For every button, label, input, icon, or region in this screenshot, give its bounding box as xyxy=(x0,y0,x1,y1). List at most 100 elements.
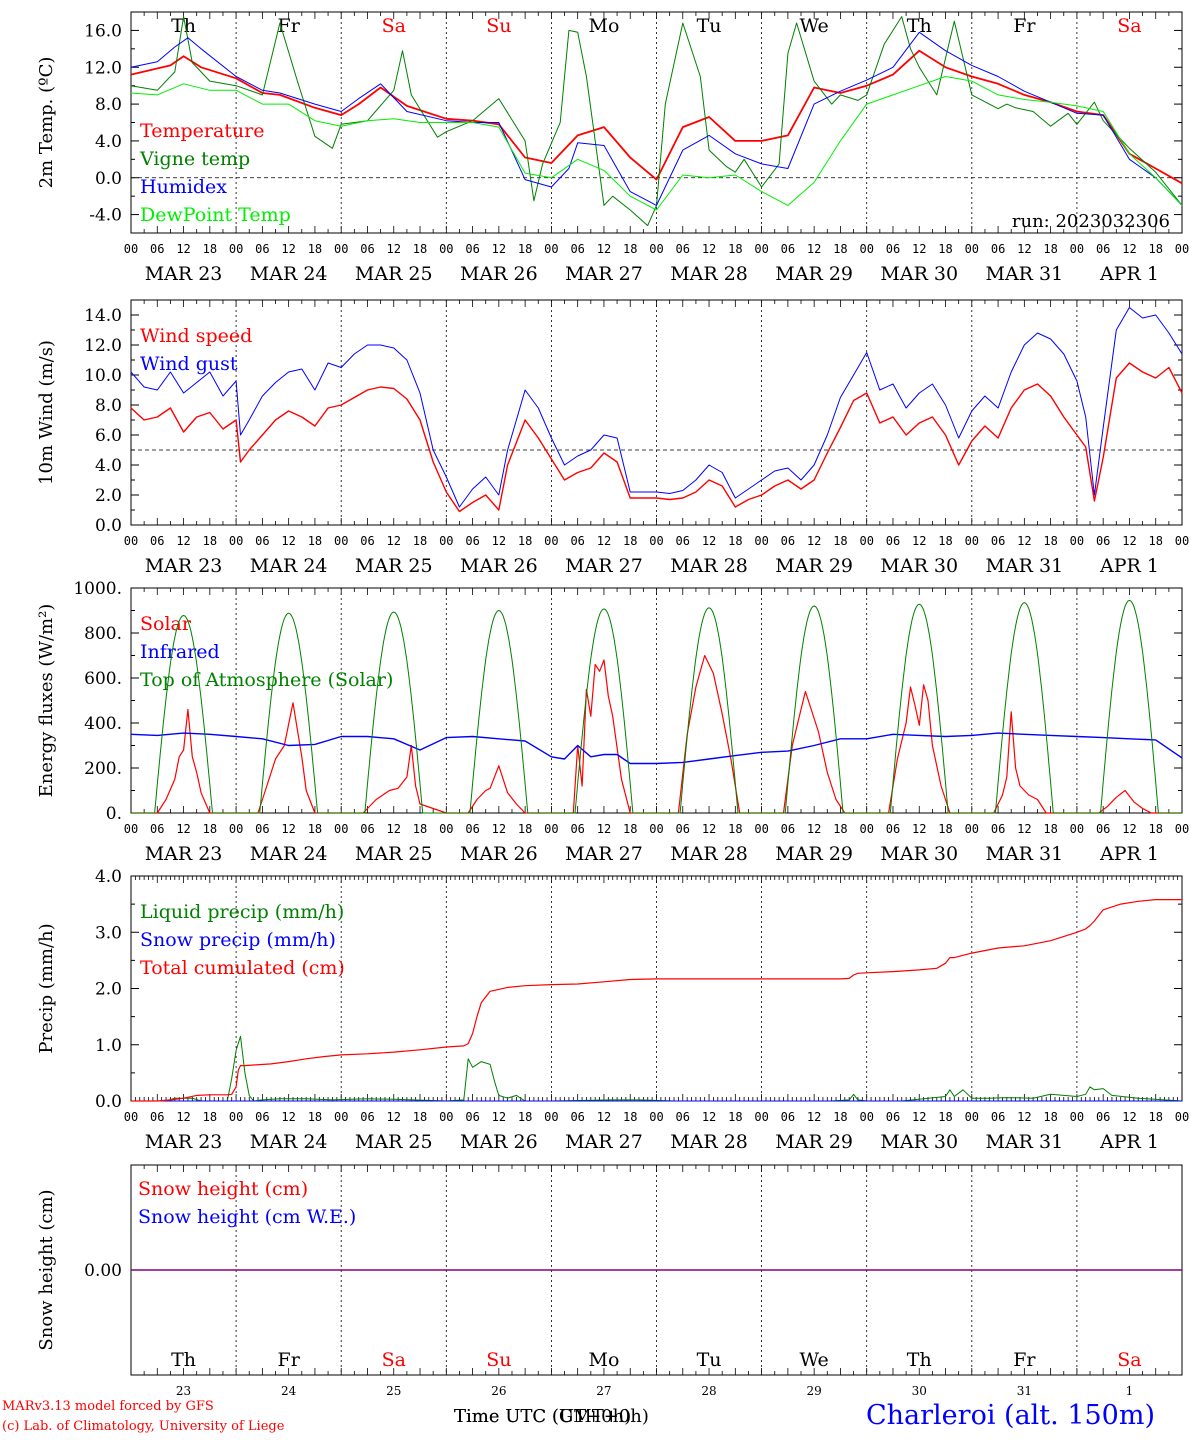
wind-hour-label: 06 xyxy=(1096,534,1110,548)
wind-y-tick-label: 0.0 xyxy=(95,516,122,536)
precip-date-label: MAR 31 xyxy=(985,1131,1063,1153)
wind-hour-label: 00 xyxy=(1175,534,1189,548)
wind-hour-label: 18 xyxy=(728,534,742,548)
temperature-weekday-label: Tu xyxy=(697,15,722,37)
wind-y-axis-title: 10m Wind (m/s) xyxy=(36,340,57,485)
snow-weekday-label: Sa xyxy=(382,1349,406,1371)
energy-hour-label: 00 xyxy=(544,822,558,836)
temperature-hour-label: 12 xyxy=(597,242,611,256)
wind-hour-label: 00 xyxy=(124,534,138,548)
wind-legend-wind_speed: Wind speed xyxy=(140,325,252,347)
wind-hour-label: 12 xyxy=(597,534,611,548)
energy-hour-label: 00 xyxy=(124,822,138,836)
energy-hour-label: 06 xyxy=(1096,822,1110,836)
temperature-panel: -4.0 0.0 4.0 8.0 12.0 16.0 2m Temp. (ºC) 00 06 12… xyxy=(36,11,1189,285)
temperature-hour-label: 18 xyxy=(203,242,217,256)
temperature-hour-label: 18 xyxy=(308,242,322,256)
temperature-weekday-label: We xyxy=(800,15,829,37)
snow-weekday-label: Mo xyxy=(588,1349,619,1371)
energy-hour-label: 12 xyxy=(1122,822,1136,836)
date-number-label: 26 xyxy=(491,1384,506,1398)
energy-hour-label: 06 xyxy=(465,822,479,836)
precip-hour-label: 12 xyxy=(281,1110,295,1124)
energy-date-label: MAR 31 xyxy=(985,843,1063,865)
temperature-hour-label: 12 xyxy=(702,242,716,256)
temperature-hour-label: 00 xyxy=(1070,242,1084,256)
wind-hour-label: 18 xyxy=(1148,534,1162,548)
wind-hour-label: 06 xyxy=(676,534,690,548)
energy-hour-label: 00 xyxy=(754,822,768,836)
energy-hour-label: 18 xyxy=(623,822,637,836)
energy-date-label: MAR 29 xyxy=(775,843,853,865)
precip-y-tick-label: 1.0 xyxy=(95,1036,122,1056)
wind-hour-label: 18 xyxy=(938,534,952,548)
temperature-date-label: APR 1 xyxy=(1099,263,1159,285)
wind-hour-label: 12 xyxy=(1122,534,1136,548)
temperature-weekday-label: Fr xyxy=(1013,15,1036,37)
wind-hour-label: 12 xyxy=(176,534,190,548)
wind-hour-label: 06 xyxy=(886,534,900,548)
precip-hour-label: 18 xyxy=(623,1110,637,1124)
precip-hour-label: 00 xyxy=(229,1110,243,1124)
temperature-hour-label: 00 xyxy=(124,242,138,256)
precip-date-label: MAR 27 xyxy=(565,1131,643,1153)
x-axis-title-a: Time UTC (GMT+0h) xyxy=(454,1406,649,1427)
temperature-hour-label: 18 xyxy=(728,242,742,256)
precip-y-tick-label: 0.0 xyxy=(95,1092,122,1112)
energy-hour-label: 06 xyxy=(676,822,690,836)
energy-date-label: APR 1 xyxy=(1099,843,1159,865)
energy-y-tick-label: 0. xyxy=(106,804,122,824)
wind-y-tick-label: 2.0 xyxy=(95,486,122,506)
wind-hour-label: 12 xyxy=(387,534,401,548)
precip-hour-label: 06 xyxy=(150,1110,164,1124)
energy-series-toa-line xyxy=(131,599,1182,814)
temperature-legend-vigne_temp: Vigne temp xyxy=(139,148,250,170)
wind-hour-label: 12 xyxy=(807,534,821,548)
energy-hour-label: 18 xyxy=(833,822,847,836)
wind-hour-label: 12 xyxy=(281,534,295,548)
date-number-label: 29 xyxy=(807,1384,822,1398)
precip-hour-label: 18 xyxy=(833,1110,847,1124)
wind-date-label: MAR 23 xyxy=(145,555,223,577)
precip-date-label: MAR 26 xyxy=(460,1131,538,1153)
energy-hour-label: 06 xyxy=(255,822,269,836)
wind-date-label: MAR 31 xyxy=(985,555,1063,577)
snow-weekday-label: Fr xyxy=(278,1349,301,1371)
snow-weekday-label: Fr xyxy=(1013,1349,1036,1371)
energy-y-tick-label: 600. xyxy=(84,669,122,689)
temperature-date-label: MAR 30 xyxy=(880,263,958,285)
temperature-date-label: MAR 31 xyxy=(985,263,1063,285)
energy-legend-solar: Solar xyxy=(140,613,192,635)
precip-hour-label: 00 xyxy=(334,1110,348,1124)
energy-hour-label: 00 xyxy=(859,822,873,836)
wind-hour-label: 00 xyxy=(229,534,243,548)
temperature-hour-label: 06 xyxy=(886,242,900,256)
temperature-hour-label: 06 xyxy=(1096,242,1110,256)
energy-series-solar-line xyxy=(131,654,1182,814)
energy-hour-label: 18 xyxy=(518,822,532,836)
temperature-hour-label: 06 xyxy=(255,242,269,256)
temperature-hour-label: 12 xyxy=(807,242,821,256)
precip-hour-label: 12 xyxy=(912,1110,926,1124)
energy-hour-label: 18 xyxy=(1043,822,1057,836)
temperature-hour-label: 06 xyxy=(676,242,690,256)
temperature-hour-label: 12 xyxy=(387,242,401,256)
energy-hour-label: 18 xyxy=(728,822,742,836)
wind-legend-wind_gust: Wind gust xyxy=(140,353,238,375)
temperature-weekday-label: Su xyxy=(486,15,511,37)
precip-hour-label: 18 xyxy=(518,1110,532,1124)
temperature-hour-label: 00 xyxy=(544,242,558,256)
precip-hour-label: 06 xyxy=(570,1110,584,1124)
temperature-hour-label: 06 xyxy=(465,242,479,256)
precip-hour-label: 00 xyxy=(124,1110,138,1124)
date-number-label: 27 xyxy=(596,1384,611,1398)
date-number-label: 1 xyxy=(1126,1384,1134,1398)
wind-series-wind_gust-line xyxy=(130,307,1183,508)
temperature-hour-label: 06 xyxy=(360,242,374,256)
energy-date-label: MAR 30 xyxy=(880,843,958,865)
wind-hour-label: 00 xyxy=(334,534,348,548)
snow-legend-snow_we: Snow height (cm W.E.) xyxy=(138,1206,356,1228)
wind-hour-label: 18 xyxy=(203,534,217,548)
snow-weekday-label: Tu xyxy=(697,1349,722,1371)
